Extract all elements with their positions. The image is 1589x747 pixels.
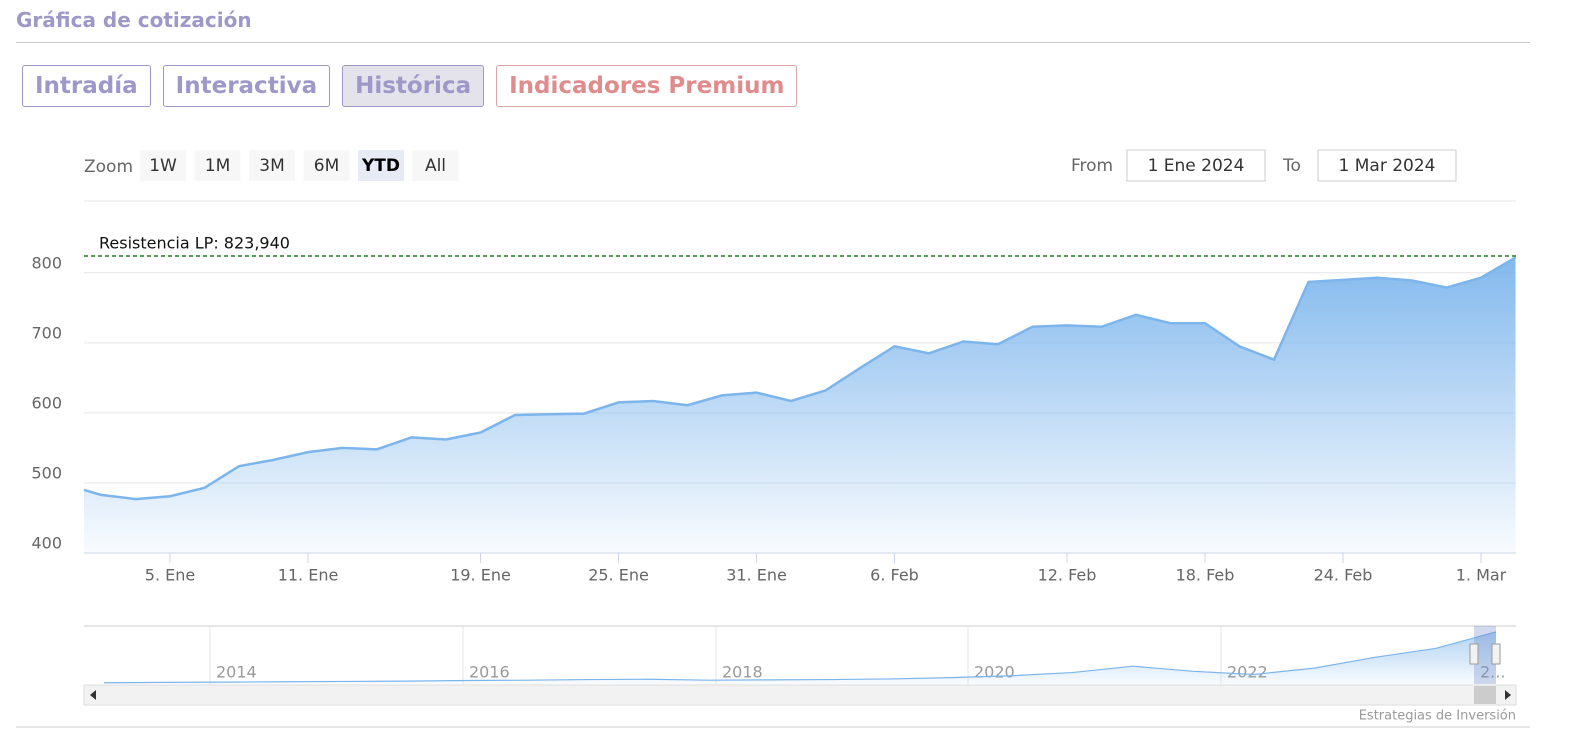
credit: Estrategias de Inversión [1359,709,1516,724]
x-tick-label: 19. Ene [450,566,511,585]
tab[interactable]: Interactiva [162,65,331,107]
scroll-left[interactable] [90,690,96,700]
zoom-button[interactable] [412,150,459,181]
zoom-button-label: 1W [149,156,177,176]
y-tick-label: 500 [31,463,62,482]
x-tick-label: 6. Feb [870,566,919,585]
zoom-button-label: 1M [205,156,230,176]
price-line [83,256,1517,501]
x-tick-label: 1. Mar [1456,566,1507,585]
area-fill [84,257,1516,553]
y-tick-label: 400 [31,534,62,553]
zoom-button[interactable] [140,150,186,181]
navigator-label: 2014 [216,663,257,682]
zoom-button-label: 3M [259,156,284,176]
tab[interactable]: Indicadores Premium [496,65,798,107]
zoom-button[interactable] [303,150,350,181]
navigator-line [103,631,1497,684]
x-tick-label: 5. Ene [145,566,195,585]
tab[interactable]: Intradía [22,65,151,107]
zoom-button[interactable] [358,150,404,181]
to-label: To [1282,156,1301,176]
navigator-area [104,631,1496,684]
x-tick-label: 31. Ene [726,566,787,585]
navigator-label: 2016 [469,663,510,682]
zoom-label: Zoom [84,157,133,177]
tab[interactable]: Histórica [342,65,485,107]
zoom-button-label: All [425,156,446,176]
zoom-button[interactable] [249,150,295,181]
tab-bar: Intradía Interactiva Histórica Indicadores … [22,65,798,107]
navigator-label: 2018 [722,663,763,682]
to-input[interactable] [1317,149,1457,182]
y-tick-label: 800 [31,253,62,272]
x-tick-label: 18. Feb [1176,566,1235,585]
reference-label: Resistencia LP: 823,940 [99,234,290,253]
navigator-handle[interactable] [1491,643,1501,665]
x-tick-label: 12. Feb [1038,566,1097,585]
scroll-right[interactable] [1505,690,1511,700]
x-tick-label: 11. Ene [278,566,339,585]
zoom-button-label: YTD [361,156,400,176]
scrollbar-thumb[interactable] [1474,686,1496,704]
from-value: 1 Ene 2024 [1148,156,1245,176]
from-label: From [1071,156,1113,176]
y-tick-label: 600 [31,393,62,412]
zoom-button-label: 6M [314,156,339,176]
navigator-handle[interactable] [1469,643,1479,665]
x-tick-label: 25. Ene [588,566,649,585]
x-tick-label: 24. Feb [1314,566,1373,585]
page-title: Gráfica de cotización [16,8,252,32]
to-value: 1 Mar 2024 [1339,156,1436,176]
divider [16,42,1530,43]
y-tick-label: 700 [31,323,62,342]
navigator-selection [1474,626,1496,684]
scrollbar-track [83,684,1517,706]
zoom-button[interactable] [194,150,241,181]
from-input[interactable] [1126,149,1266,182]
